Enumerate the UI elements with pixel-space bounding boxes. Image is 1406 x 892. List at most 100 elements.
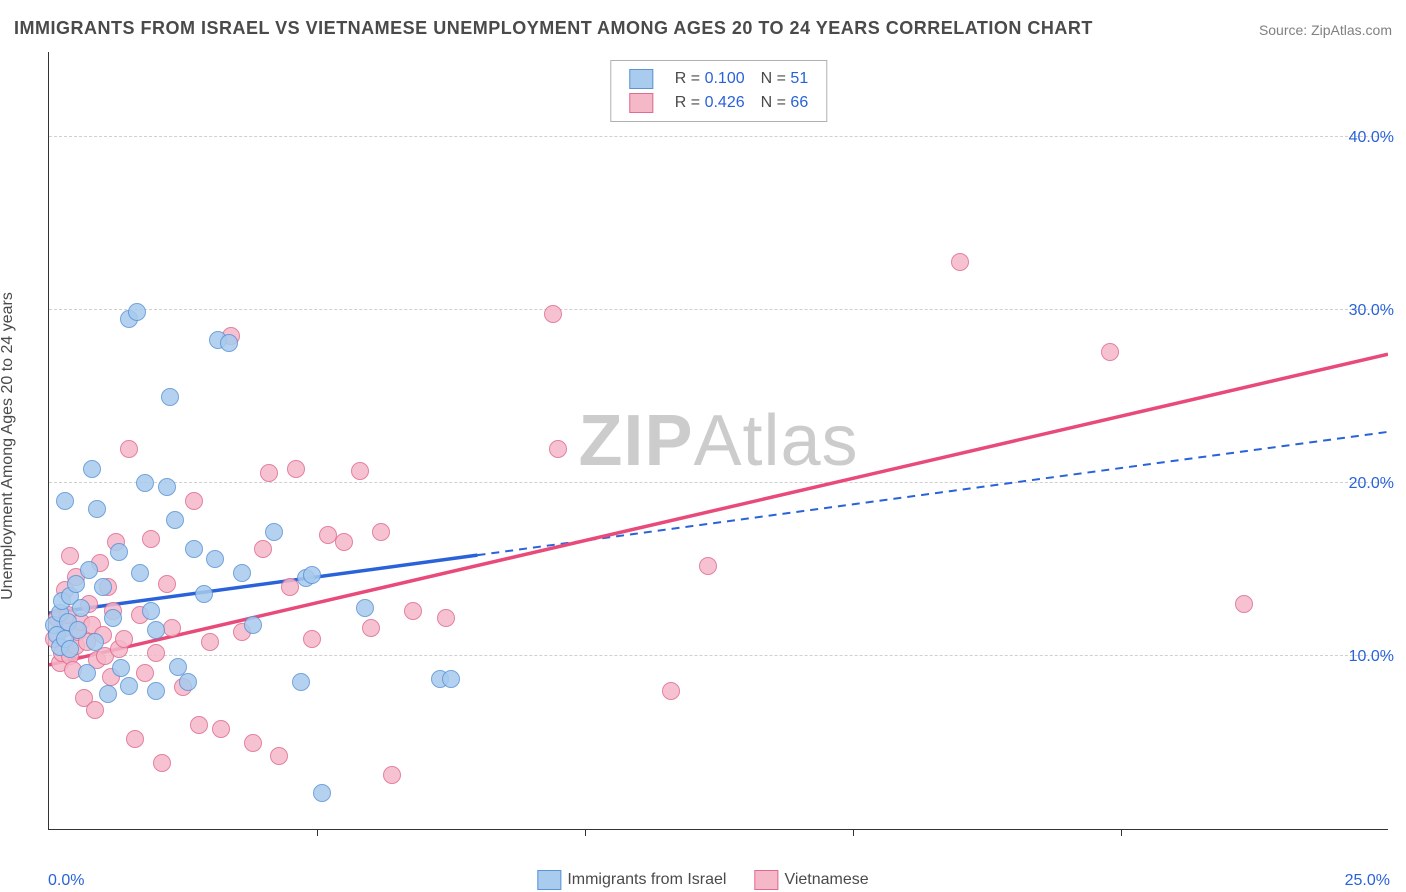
scatter-point-a	[147, 682, 165, 700]
scatter-point-a	[158, 478, 176, 496]
scatter-point-b	[212, 720, 230, 738]
source-label: Source: ZipAtlas.com	[1259, 22, 1392, 38]
scatter-point-b	[136, 664, 154, 682]
legend-label-b: Vietnamese	[784, 871, 868, 889]
scatter-point-b	[404, 602, 422, 620]
scatter-point-a	[233, 564, 251, 582]
scatter-point-a	[61, 640, 79, 658]
scatter-point-a	[86, 633, 104, 651]
scatter-point-b	[383, 766, 401, 784]
scatter-point-b	[951, 253, 969, 271]
scatter-point-a	[166, 511, 184, 529]
scatter-point-b	[351, 462, 369, 480]
scatter-point-b	[270, 747, 288, 765]
scatter-point-b	[303, 630, 321, 648]
scatter-point-a	[244, 616, 262, 634]
x-axis-min-label: 0.0%	[48, 872, 84, 890]
scatter-point-b	[437, 609, 455, 627]
legend-stats-row-b: R = 0.426 N = 66	[621, 91, 816, 115]
scatter-point-b	[61, 547, 79, 565]
scatter-point-a	[161, 388, 179, 406]
scatter-point-b	[254, 540, 272, 558]
scatter-point-b	[86, 701, 104, 719]
scatter-point-a	[72, 599, 90, 617]
x-axis-max-label: 25.0%	[1345, 872, 1390, 890]
scatter-point-a	[83, 460, 101, 478]
scatter-point-a	[104, 609, 122, 627]
scatter-point-b	[662, 682, 680, 700]
legend-item-a: Immigrants from Israel	[537, 870, 726, 890]
scatter-point-a	[179, 673, 197, 691]
scatter-point-b	[335, 533, 353, 551]
scatter-point-b	[362, 619, 380, 637]
scatter-point-a	[78, 664, 96, 682]
scatter-point-a	[220, 334, 238, 352]
x-tick	[585, 829, 586, 836]
swatch-series-a-bottom	[537, 870, 561, 890]
legend-item-b: Vietnamese	[754, 870, 868, 890]
scatter-point-a	[128, 303, 146, 321]
x-tick	[853, 829, 854, 836]
scatter-point-a	[356, 599, 374, 617]
scatter-point-b	[126, 730, 144, 748]
scatter-point-a	[56, 492, 74, 510]
scatter-point-b	[120, 440, 138, 458]
chart-title: IMMIGRANTS FROM ISRAEL VS VIETNAMESE UNE…	[14, 18, 1093, 39]
scatter-point-a	[94, 578, 112, 596]
scatter-point-b	[244, 734, 262, 752]
legend-series: Immigrants from Israel Vietnamese	[537, 870, 868, 890]
swatch-series-b	[629, 93, 653, 113]
scatter-point-b	[260, 464, 278, 482]
scatter-point-a	[147, 621, 165, 639]
gridline	[49, 136, 1388, 137]
swatch-series-b-bottom	[754, 870, 778, 890]
scatter-point-b	[115, 630, 133, 648]
scatter-point-a	[88, 500, 106, 518]
scatter-point-a	[80, 561, 98, 579]
x-tick	[317, 829, 318, 836]
scatter-point-a	[120, 677, 138, 695]
gridline	[49, 655, 1388, 656]
scatter-point-a	[206, 550, 224, 568]
scatter-point-b	[158, 575, 176, 593]
scatter-point-a	[69, 621, 87, 639]
scatter-point-a	[131, 564, 149, 582]
scatter-point-a	[265, 523, 283, 541]
gridline	[49, 482, 1388, 483]
scatter-point-b	[549, 440, 567, 458]
scatter-point-a	[303, 566, 321, 584]
scatter-point-a	[185, 540, 203, 558]
scatter-point-a	[110, 543, 128, 561]
scatter-point-a	[195, 585, 213, 603]
scatter-point-b	[153, 754, 171, 772]
scatter-point-a	[442, 670, 460, 688]
scatter-point-a	[99, 685, 117, 703]
scatter-point-b	[372, 523, 390, 541]
scatter-point-a	[112, 659, 130, 677]
swatch-series-a	[629, 69, 653, 89]
legend-label-a: Immigrants from Israel	[567, 871, 726, 889]
gridline	[49, 309, 1388, 310]
y-tick-label: 30.0%	[1349, 302, 1394, 320]
scatter-point-b	[1235, 595, 1253, 613]
scatter-point-b	[281, 578, 299, 596]
y-tick-label: 20.0%	[1349, 475, 1394, 493]
scatter-point-b	[287, 460, 305, 478]
watermark: ZIPAtlas	[578, 400, 858, 482]
x-tick	[1121, 829, 1122, 836]
scatter-point-b	[544, 305, 562, 323]
y-tick-label: 10.0%	[1349, 648, 1394, 666]
legend-stats: R = 0.100 N = 51 R = 0.426 N = 66	[610, 60, 827, 122]
scatter-point-a	[142, 602, 160, 620]
scatter-point-b	[190, 716, 208, 734]
scatter-point-b	[201, 633, 219, 651]
scatter-point-b	[699, 557, 717, 575]
scatter-point-b	[142, 530, 160, 548]
scatter-point-b	[163, 619, 181, 637]
scatter-point-a	[136, 474, 154, 492]
scatter-point-b	[185, 492, 203, 510]
plot-area: ZIPAtlas R = 0.100 N = 51 R = 0.426 N = …	[48, 52, 1388, 830]
y-axis-label: Unemployment Among Ages 20 to 24 years	[0, 292, 17, 600]
scatter-point-a	[313, 784, 331, 802]
scatter-point-a	[292, 673, 310, 691]
